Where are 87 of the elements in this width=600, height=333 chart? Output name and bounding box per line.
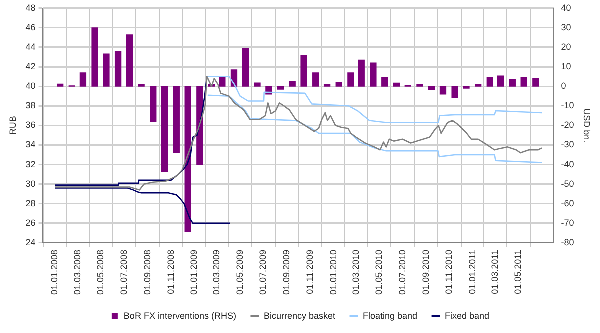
bar xyxy=(532,78,540,87)
bar xyxy=(520,77,528,87)
x-tick-label: 01.03.2009 xyxy=(212,250,222,296)
bar xyxy=(277,86,284,90)
y-tick-label: 42 xyxy=(26,62,36,72)
bar xyxy=(126,34,134,87)
y-tick-label: 32 xyxy=(26,159,36,170)
bar xyxy=(416,84,424,87)
bar xyxy=(474,84,482,87)
bar xyxy=(138,84,145,87)
y2-tick-label: 10 xyxy=(561,62,572,72)
y-tick-label: 28 xyxy=(26,198,36,208)
bar xyxy=(150,86,157,122)
bar xyxy=(393,82,400,87)
x-tick-label: 01.01.2008 xyxy=(49,250,60,296)
x-tick-label: 01.05.2010 xyxy=(374,250,384,296)
bar xyxy=(497,76,504,87)
bar xyxy=(92,28,98,87)
x-tick-label: 01.05.2008 xyxy=(96,250,106,296)
x-tick-label: 01.03.2010 xyxy=(350,250,361,296)
bar xyxy=(184,86,192,233)
y2-tick-label: -30 xyxy=(561,140,574,150)
y-axis-title: RUB xyxy=(8,116,18,136)
x-tick-label: 01.03.2011 xyxy=(490,250,500,294)
y-tick-label: 36 xyxy=(26,120,36,130)
bar xyxy=(242,48,250,87)
x-tick-label: 01.07.2010 xyxy=(397,250,408,296)
x-tick-label: 01.05.2011 xyxy=(513,250,524,294)
legend-label: BoR FX interventions (RHS) xyxy=(124,310,236,321)
y2-tick-label: 0 xyxy=(561,81,566,92)
y2-tick-label: 30 xyxy=(561,22,572,32)
x-tick-label: 01.05.2009 xyxy=(234,250,245,296)
y2-tick-label: -40 xyxy=(561,159,574,170)
legend-label: Fixed band xyxy=(445,310,490,321)
y2-tick-label: -10 xyxy=(561,100,574,111)
bar xyxy=(300,54,308,87)
y2-tick-label: 20 xyxy=(561,42,572,52)
x-tick-label: 01.01.2011 xyxy=(467,250,478,294)
legend-label: Bicurrency basket xyxy=(264,310,336,321)
bar xyxy=(56,84,64,87)
x-tick-label: 01.09.2009 xyxy=(282,250,292,296)
bar xyxy=(80,72,87,87)
bar xyxy=(254,82,261,87)
y-tick-label: 38 xyxy=(26,100,36,111)
x-tick-label: 01.11.2008 xyxy=(166,250,176,294)
bar xyxy=(463,86,470,89)
bar xyxy=(452,86,458,98)
x-tick-label: 01.03.2008 xyxy=(72,250,82,296)
y-tick-label: 46 xyxy=(26,22,36,32)
legend-label: Floating band xyxy=(362,310,418,321)
x-tick-label: 01.01.2010 xyxy=(328,250,338,296)
x-tick-label: 01.09.2010 xyxy=(420,250,431,296)
y2-tick-label: -80 xyxy=(561,237,574,248)
y-tick-label: 40 xyxy=(26,81,36,92)
x-tick-label: 01.07.2008 xyxy=(118,250,129,296)
bar xyxy=(336,82,342,87)
x-tick-label: 01.07.2009 xyxy=(258,250,268,296)
y-tick-label: 34 xyxy=(26,140,36,150)
x-tick-label: 01.11.2009 xyxy=(305,250,315,294)
bar xyxy=(348,72,354,87)
x-tick-label: 01.09.2008 xyxy=(142,250,153,296)
bar xyxy=(312,72,320,87)
bar xyxy=(324,84,331,87)
y2-tick-label: -70 xyxy=(561,218,574,228)
x-tick-label: 01.11.2010 xyxy=(444,250,454,294)
bar xyxy=(382,77,388,87)
bar xyxy=(103,54,110,87)
y2-tick-label: 40 xyxy=(561,2,572,13)
y2-tick-label: -50 xyxy=(561,178,574,189)
y2-tick-label: -60 xyxy=(561,198,574,208)
y-tick-label: 48 xyxy=(26,2,36,13)
bar xyxy=(370,62,377,87)
x-tick-label: 01.01.2009 xyxy=(189,250,200,296)
bar xyxy=(486,77,494,87)
y-tick-label: 30 xyxy=(26,178,36,189)
y-tick-label: 44 xyxy=(26,42,36,52)
bar xyxy=(173,86,180,154)
bar xyxy=(289,80,296,87)
bar xyxy=(440,86,447,95)
y2-tick-label: -20 xyxy=(561,120,574,130)
y-tick-label: 26 xyxy=(26,218,36,228)
bar xyxy=(161,86,168,172)
bar xyxy=(509,79,516,87)
y-tick-label: 24 xyxy=(26,237,36,248)
bar xyxy=(358,60,365,87)
y2-axis-title: USD bn. xyxy=(582,108,592,143)
bar xyxy=(114,51,122,87)
